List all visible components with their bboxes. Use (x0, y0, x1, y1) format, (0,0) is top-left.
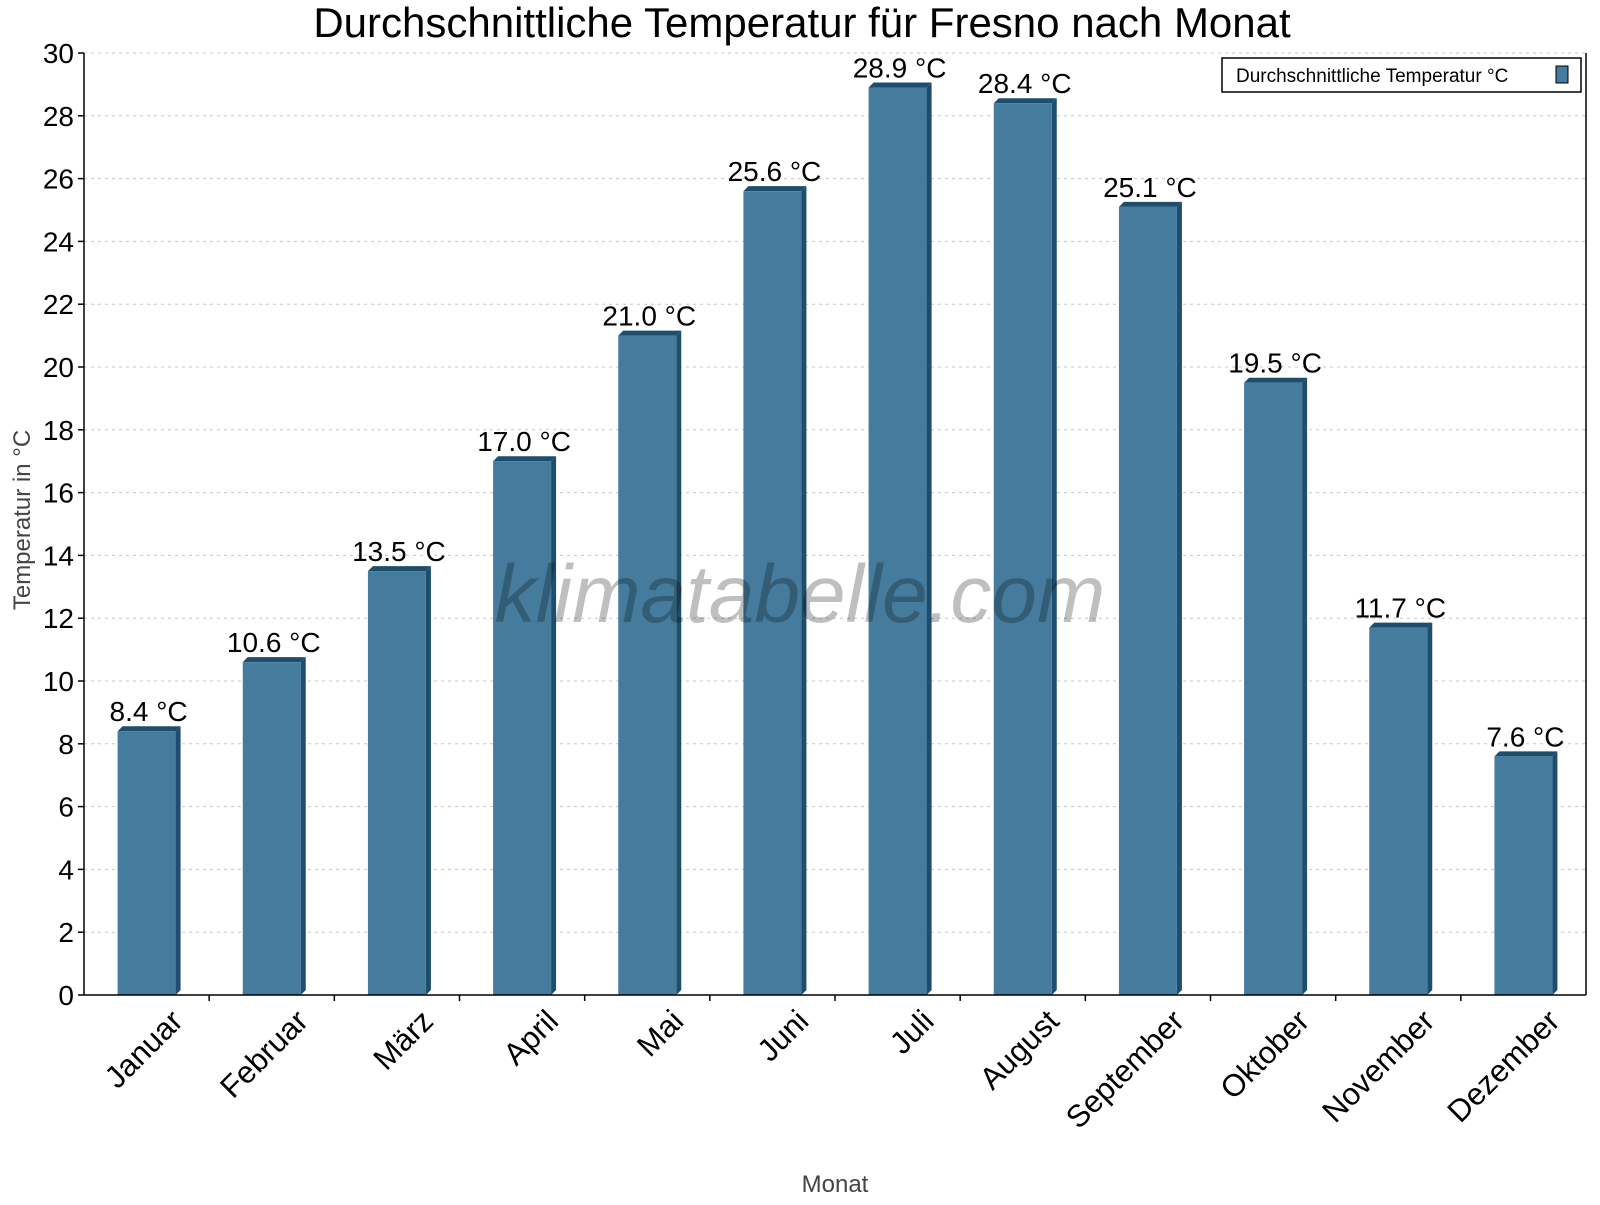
bar-top (993, 98, 1057, 104)
legend-label: Durchschnittliche Temperatur °C (1236, 66, 1508, 87)
x-tick-label: August (973, 1003, 1066, 1096)
bar-side (801, 186, 807, 995)
data-label: 25.6 °C (728, 156, 822, 187)
bar-top (868, 82, 932, 88)
x-tick-label: Juli (883, 1003, 941, 1061)
y-tick-label: 6 (58, 792, 74, 823)
y-tick-label: 10 (43, 666, 74, 697)
y-tick-label: 22 (43, 289, 74, 320)
y-tick-label: 18 (43, 415, 74, 446)
legend: Durchschnittliche Temperatur °C (1221, 57, 1582, 93)
y-tick-label: 16 (43, 478, 74, 509)
chart-title: Durchschnittliche Temperatur für Fresno … (313, 0, 1291, 46)
bar-top (1369, 622, 1433, 628)
bar-top (1244, 377, 1308, 383)
data-label: 7.6 °C (1486, 721, 1564, 752)
data-label: 13.5 °C (352, 536, 446, 567)
bar-top (618, 330, 682, 336)
bar (367, 571, 426, 995)
y-tick-label: 12 (43, 603, 74, 634)
x-tick-label: Januar (98, 1003, 190, 1095)
bar-top (1494, 751, 1558, 757)
bar (493, 461, 552, 995)
data-label: 11.7 °C (1354, 593, 1446, 624)
y-tick-label: 14 (43, 540, 74, 571)
bar (993, 103, 1052, 996)
data-label: 10.6 °C (227, 627, 321, 658)
bar-side (175, 726, 181, 995)
bar (1494, 756, 1553, 995)
watermark: klimatabelle.com (495, 549, 1106, 640)
bar-top (117, 726, 181, 732)
bar-side (1051, 98, 1057, 996)
x-tick-label: Oktober (1213, 1003, 1316, 1106)
bar (242, 662, 301, 995)
bar (618, 335, 677, 996)
bar-top (1118, 201, 1182, 207)
bar-top (743, 186, 807, 192)
y-tick-label: 4 (58, 854, 74, 885)
bar-side (1427, 622, 1433, 995)
data-label: 17.0 °C (477, 426, 571, 457)
x-tick-label: Dezember (1441, 1003, 1567, 1129)
bar (1369, 627, 1428, 995)
data-label: 28.4 °C (978, 68, 1072, 99)
y-tick-label: 20 (43, 352, 74, 383)
bar-side (1176, 201, 1182, 996)
bar (743, 191, 802, 995)
y-tick-label: 28 (43, 101, 74, 132)
x-tick-label: April (496, 1003, 565, 1072)
bar-side (300, 657, 306, 995)
bar-top (493, 456, 557, 462)
data-label: 25.1 °C (1103, 172, 1197, 203)
bar-side (551, 456, 557, 995)
y-axis-label: Temperatur in °C (9, 430, 36, 610)
x-axis-label: Monat (802, 1171, 869, 1198)
x-tick-label: Juni (750, 1003, 815, 1068)
bar-top (242, 657, 306, 663)
bar-side (1302, 377, 1308, 995)
bar-top (367, 566, 431, 572)
x-tick-label: November (1315, 1003, 1441, 1129)
data-label: 8.4 °C (110, 696, 188, 727)
x-tick-label: Februar (213, 1003, 315, 1105)
y-tick-label: 0 (58, 980, 74, 1011)
y-tick-label: 30 (43, 38, 74, 69)
bar-side (425, 566, 431, 995)
y-tick-label: 24 (43, 226, 74, 257)
bar (1244, 382, 1303, 995)
bar (1118, 206, 1177, 996)
y-tick-label: 8 (58, 729, 74, 760)
data-label: 28.9 °C (853, 53, 947, 84)
legend-swatch (1555, 65, 1569, 84)
bar (868, 87, 927, 996)
legend-box (1221, 57, 1582, 93)
bar-side (926, 82, 932, 996)
bar-side (1552, 751, 1558, 995)
y-tick-label: 2 (58, 917, 74, 948)
x-tick-label: März (366, 1003, 439, 1076)
bar-side (676, 330, 682, 996)
x-tick-label: Mai (630, 1003, 690, 1063)
bar (117, 731, 176, 995)
x-tick-label: September (1059, 1003, 1191, 1135)
data-label: 19.5 °C (1228, 348, 1322, 379)
y-tick-label: 26 (43, 164, 74, 195)
data-label: 21.0 °C (602, 301, 696, 332)
